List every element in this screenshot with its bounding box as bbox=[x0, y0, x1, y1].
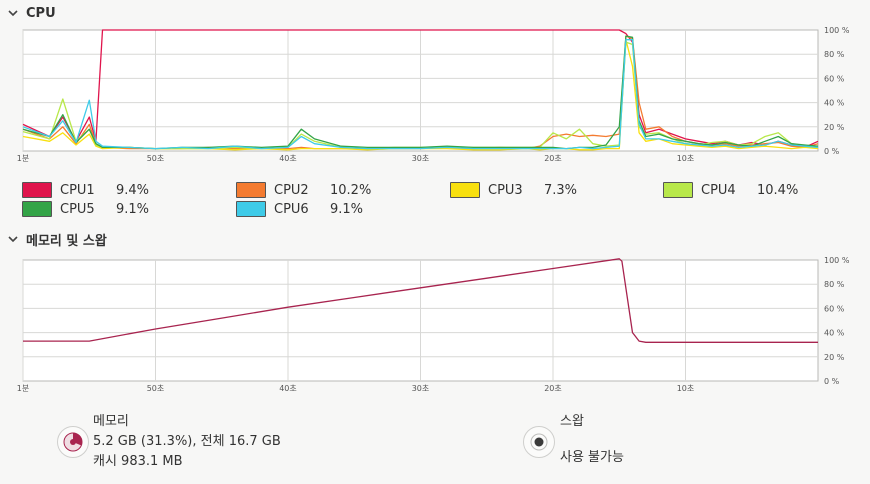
memory-section-header[interactable]: 메모리 및 스왑 bbox=[6, 229, 107, 249]
memory-pie-button[interactable] bbox=[57, 426, 89, 458]
legend-value: 9.1% bbox=[116, 201, 150, 217]
y-tick-label: 20 % bbox=[824, 123, 845, 132]
y-tick-label: 60 % bbox=[824, 74, 845, 83]
legend-name: CPU5 bbox=[60, 201, 95, 217]
legend-name: CPU2 bbox=[274, 182, 309, 198]
color-swatch[interactable] bbox=[236, 182, 266, 198]
legend-item-cpu2[interactable]: CPU2 10.2% bbox=[236, 181, 371, 199]
memory-section-title: 메모리 및 스왑 bbox=[26, 233, 107, 249]
swap-label: 스왑 bbox=[560, 414, 584, 429]
series-line-메모리 bbox=[23, 258, 818, 343]
y-tick-label: 100 % bbox=[824, 256, 850, 265]
swap-pie-button[interactable] bbox=[523, 426, 555, 458]
swap-icon bbox=[530, 433, 548, 451]
legend-value: 10.4% bbox=[757, 182, 799, 198]
y-tick-label: 100 % bbox=[824, 26, 850, 35]
legend-value: 9.1% bbox=[330, 201, 364, 217]
x-tick-label: 10초 bbox=[677, 384, 695, 393]
y-tick-label: 40 % bbox=[824, 329, 845, 338]
color-swatch[interactable] bbox=[22, 182, 52, 198]
y-tick-label: 80 % bbox=[824, 50, 845, 59]
memory-pie-icon bbox=[63, 432, 83, 452]
legend-name: CPU3 bbox=[488, 182, 523, 198]
legend-item-cpu3[interactable]: CPU3 7.3% bbox=[450, 181, 577, 199]
y-tick-label: 60 % bbox=[824, 304, 845, 313]
legend-name: CPU4 bbox=[701, 182, 736, 198]
x-tick-label: 30초 bbox=[412, 154, 430, 163]
memory-label: 메모리 bbox=[93, 414, 129, 429]
legend-item-cpu6[interactable]: CPU6 9.1% bbox=[236, 200, 363, 218]
swap-status: 사용 불가능 bbox=[560, 450, 624, 465]
x-tick-label: 20초 bbox=[544, 154, 562, 163]
x-tick-label: 50초 bbox=[147, 384, 165, 393]
legend-item-cpu5[interactable]: CPU5 9.1% bbox=[22, 200, 149, 218]
memory-history-graph: 1분 50초 40초 30초 20초 10초 100 % 80 % 60 % 40 % 20 % 0 … bbox=[17, 256, 850, 393]
x-tick-label: 1분 bbox=[17, 384, 29, 393]
x-tick-label: 40초 bbox=[279, 384, 297, 393]
color-swatch[interactable] bbox=[450, 182, 480, 198]
cpu-section-header[interactable]: CPU bbox=[6, 3, 56, 23]
color-swatch[interactable] bbox=[236, 201, 266, 217]
color-swatch[interactable] bbox=[22, 201, 52, 217]
y-tick-label: 20 % bbox=[824, 353, 845, 362]
legend-name: CPU6 bbox=[274, 201, 309, 217]
cpu-section-title: CPU bbox=[26, 5, 56, 21]
x-tick-label: 1분 bbox=[17, 154, 29, 163]
legend-name: CPU1 bbox=[60, 182, 95, 198]
series-line-cpu6 bbox=[22, 39, 819, 150]
y-tick-label: 40 % bbox=[824, 99, 845, 108]
y-tick-label: 80 % bbox=[824, 280, 845, 289]
memory-cache: 캐시 983.1 MB bbox=[93, 454, 183, 469]
swap-info: 스왑 사용 불가능 bbox=[560, 412, 624, 468]
chevron-down-icon bbox=[8, 10, 18, 17]
legend-value: 10.2% bbox=[330, 182, 372, 198]
y-tick-label: 0 % bbox=[824, 377, 840, 386]
x-tick-label: 50초 bbox=[147, 154, 165, 163]
x-tick-label: 30초 bbox=[412, 384, 430, 393]
x-tick-label: 10초 bbox=[677, 154, 695, 163]
memory-info: 메모리 5.2 GB (31.3%), 전체 16.7 GB 캐시 983.1 … bbox=[93, 412, 281, 472]
legend-item-cpu4[interactable]: CPU4 10.4% bbox=[663, 181, 798, 199]
y-tick-label: 0 % bbox=[824, 147, 840, 156]
color-swatch[interactable] bbox=[663, 182, 693, 198]
legend-value: 9.4% bbox=[116, 182, 150, 198]
series-line-cpu1 bbox=[22, 29, 819, 149]
memory-usage: 5.2 GB (31.3%), 전체 16.7 GB bbox=[93, 434, 281, 449]
x-tick-label: 40초 bbox=[279, 154, 297, 163]
cpu-history-graph: 1분 50초 40초 30초 20초 10초 100 % 80 % 60 % 40 % 20 % 0 … bbox=[17, 26, 850, 163]
legend-item-cpu1[interactable]: CPU1 9.4% bbox=[22, 181, 149, 199]
legend-value: 7.3% bbox=[544, 182, 578, 198]
chevron-down-icon bbox=[8, 236, 18, 243]
x-tick-label: 20초 bbox=[544, 384, 562, 393]
